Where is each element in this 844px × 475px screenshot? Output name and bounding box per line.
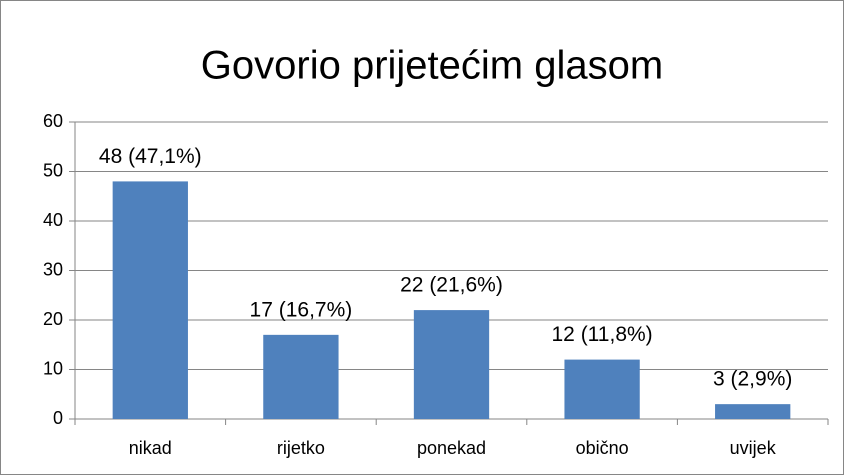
bar bbox=[564, 359, 640, 419]
data-label: 17 (16,7%) bbox=[250, 298, 353, 321]
y-tick-label: 30 bbox=[43, 259, 63, 279]
bar bbox=[413, 310, 490, 419]
x-tick-label: ponekad bbox=[417, 438, 486, 458]
data-label: 12 (11,8%) bbox=[552, 323, 653, 346]
data-label: 3 (2,9%) bbox=[713, 368, 792, 391]
y-tick-label: 60 bbox=[43, 111, 63, 131]
x-tick-label: nikad bbox=[129, 438, 172, 458]
data-label: 48 (47,1%) bbox=[99, 145, 202, 168]
x-tick-label: obično bbox=[576, 438, 629, 458]
y-tick-label: 10 bbox=[43, 358, 63, 378]
bar bbox=[112, 181, 188, 419]
bar bbox=[715, 404, 791, 419]
data-label: 22 (21,6%) bbox=[400, 274, 503, 297]
x-tick-label: uvijek bbox=[730, 438, 777, 458]
y-tick-label: 50 bbox=[43, 160, 63, 180]
x-tick-label: rijetko bbox=[277, 438, 325, 458]
bar bbox=[263, 334, 339, 419]
y-tick-label: 20 bbox=[43, 309, 63, 329]
chart-title: Govorio prijetećim glasom bbox=[201, 44, 663, 88]
y-tick-label: 40 bbox=[43, 210, 63, 230]
y-tick-label: 0 bbox=[53, 408, 63, 428]
